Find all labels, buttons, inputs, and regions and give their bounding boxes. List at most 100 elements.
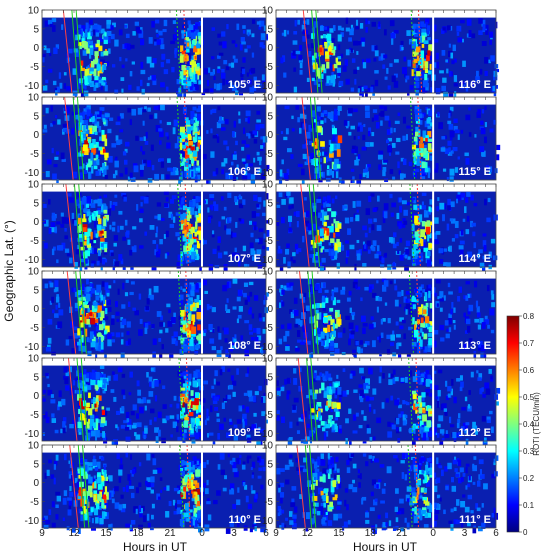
panel-longitude-label: 112° E: [458, 427, 491, 439]
y-tick-label: -5: [264, 323, 273, 334]
y-tick-label: 0: [33, 304, 39, 315]
y-tick-label: -5: [264, 497, 273, 508]
y-tick-label: 5: [267, 285, 273, 296]
panel-frame: [275, 444, 497, 529]
terminator-line-green: [315, 9, 323, 94]
y-tick-label: -5: [30, 62, 39, 73]
y-tick-label: -5: [264, 149, 273, 160]
terminator-line-dashed: [416, 183, 421, 268]
panel-frame: [41, 444, 267, 529]
terminator-line-dashed: [415, 357, 420, 442]
panel-frame: [41, 270, 267, 355]
x-tick-label: 21: [396, 528, 408, 539]
heatmap-cells: [280, 17, 500, 98]
terminator-line-green: [312, 183, 321, 268]
terminator-line-dashed: [186, 444, 191, 529]
terminator-line-red: [302, 9, 313, 94]
panel-107e: 107° E 10 5 0 -5 -10: [25, 180, 270, 274]
no-data-band: [276, 358, 496, 366]
panel-longitude-label: 115° E: [458, 166, 491, 178]
panel-frame: [41, 357, 267, 442]
no-data-band: [42, 358, 266, 366]
terminator-line-green: [310, 357, 318, 442]
y-tick-label: -10: [259, 429, 274, 440]
panel-frame: [275, 270, 497, 355]
colorbar-tick-label: 0: [523, 528, 528, 537]
heatmap-cells: [42, 18, 269, 100]
y-tick-label: -5: [30, 323, 39, 334]
no-data-band: [42, 271, 266, 279]
colorbar-gradient: [506, 315, 520, 533]
y-tick-label: -5: [264, 62, 273, 73]
no-data-band: [42, 445, 266, 453]
terminator-line-red: [301, 96, 311, 181]
terminator-line-red: [67, 357, 78, 442]
terminator-line-dashed: [185, 357, 191, 442]
x-tick-label: 9: [39, 528, 45, 539]
no-data-band: [276, 10, 496, 18]
colorbar-tick-label: 0.8: [523, 312, 535, 321]
y-tick-label: 10: [262, 93, 274, 104]
heatmap-cells: [42, 452, 267, 535]
panel-longitude-label: 106° E: [228, 166, 261, 178]
y-tick-label: -10: [259, 255, 274, 266]
colorbar-tick-label: 0.6: [523, 366, 535, 375]
y-tick-label: 5: [267, 198, 273, 209]
y-tick-label: 5: [267, 372, 273, 383]
panel-frame: [275, 96, 497, 181]
terminator-line-dashed: [408, 357, 414, 442]
terminator-line-dashed: [184, 96, 189, 181]
panel-112e: 112° E 10 5 0 -5 -10: [259, 354, 501, 448]
terminator-line-green: [75, 270, 83, 355]
no-data-band: [42, 10, 266, 18]
terminator-line-green: [78, 183, 86, 268]
terminator-line-green: [71, 9, 79, 94]
panel-longitude-label: 109° E: [228, 427, 261, 439]
y-tick-label: 10: [262, 6, 274, 17]
panel-109e: 109° E 10 5 0 -5 -10: [25, 354, 268, 448]
terminator-line-green: [79, 270, 87, 355]
panel-longitude-label: 111° E: [459, 514, 491, 526]
panel-108e: 108° E 10 5 0 -5 -10: [25, 267, 269, 361]
terminator-line-green: [77, 444, 86, 529]
x-tick-label: 18: [132, 528, 144, 539]
panel-frame: [41, 183, 267, 268]
terminator-line-red: [297, 357, 308, 442]
terminator-line-dashed: [175, 9, 182, 94]
y-tick-label: -10: [25, 81, 40, 92]
y-tick-label: -10: [25, 255, 40, 266]
y-tick-label: 5: [33, 24, 39, 35]
panel-110e: 110° E 10 5 0 -5 -10: [25, 441, 267, 535]
heatmap-cells: [278, 278, 496, 359]
terminator-line-red: [296, 444, 306, 529]
panel-longitude-label: 114° E: [458, 253, 491, 265]
panel-frame: [41, 96, 267, 181]
no-data-band: [42, 97, 266, 105]
y-tick-label: -5: [264, 410, 273, 421]
terminator-line-green: [72, 96, 81, 181]
panel-longitude-label: 110° E: [228, 514, 261, 526]
y-tick-label: 0: [33, 478, 39, 489]
y-tick-label: 5: [267, 459, 273, 470]
terminator-line-red: [66, 270, 77, 355]
x-tick-label: 6: [263, 528, 269, 539]
terminator-line-dashed: [416, 270, 421, 355]
terminator-line-green: [304, 444, 313, 529]
panel-113e: 113° E 10 5 0 -5 -10: [259, 267, 497, 359]
y-tick-label: -10: [25, 429, 40, 440]
y-tick-label: 10: [28, 441, 40, 452]
y-tick-label: 0: [267, 130, 273, 141]
terminator-line-red: [64, 96, 74, 181]
y-tick-label: 5: [33, 198, 39, 209]
y-tick-label: -5: [30, 497, 39, 508]
panel-106e: 106° E 10 5 0 -5 -10: [25, 93, 270, 185]
terminator-line-dashed: [178, 357, 184, 442]
y-tick-label: 10: [262, 267, 274, 278]
x-tick-label: 12: [68, 528, 80, 539]
y-tick-label: 10: [28, 6, 40, 17]
x-tick-label: 0: [199, 528, 205, 539]
panel-frame: [275, 183, 497, 268]
y-tick-label: -10: [25, 516, 40, 527]
terminator-line-red: [65, 183, 75, 268]
y-tick-label: 10: [28, 93, 40, 104]
